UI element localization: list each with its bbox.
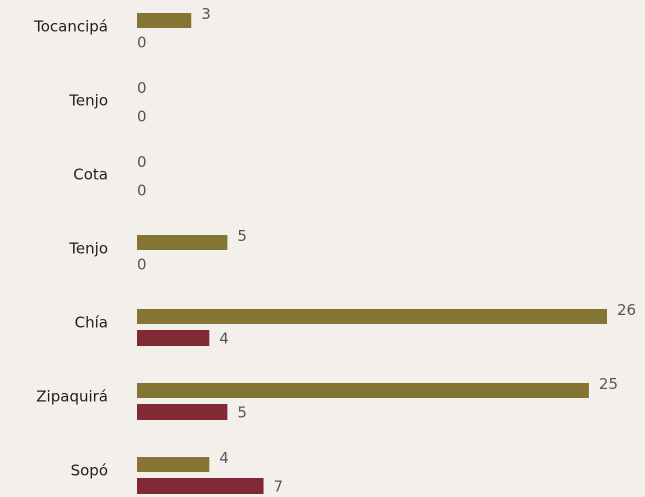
bar xyxy=(137,13,192,28)
value-label: 0 xyxy=(137,256,147,274)
bar xyxy=(137,478,264,494)
value-label: 4 xyxy=(219,449,229,467)
bar xyxy=(137,383,589,398)
category-label: Tenjo xyxy=(68,240,108,258)
bar xyxy=(137,235,228,250)
category-label: Sopó xyxy=(71,462,108,480)
category-label: Tocancipá xyxy=(33,18,108,36)
value-label: 0 xyxy=(137,34,147,52)
value-label: 5 xyxy=(237,404,247,422)
bar xyxy=(137,330,210,346)
category-label: Zipaquirá xyxy=(36,388,108,406)
value-label: 26 xyxy=(617,301,636,319)
value-label: 5 xyxy=(237,227,247,245)
value-label: 4 xyxy=(219,330,229,348)
value-label: 3 xyxy=(201,5,211,23)
value-label: 25 xyxy=(599,375,618,393)
value-label: 0 xyxy=(137,182,147,200)
value-label: 0 xyxy=(137,153,147,171)
category-label: Tenjo xyxy=(68,92,108,110)
category-label: Chía xyxy=(75,314,108,332)
bar xyxy=(137,457,210,472)
value-label: 7 xyxy=(274,478,284,496)
value-label: 0 xyxy=(137,79,147,97)
category-label: Cota xyxy=(73,166,108,184)
value-label: 0 xyxy=(137,108,147,126)
bar xyxy=(137,404,228,420)
bar xyxy=(137,309,607,324)
